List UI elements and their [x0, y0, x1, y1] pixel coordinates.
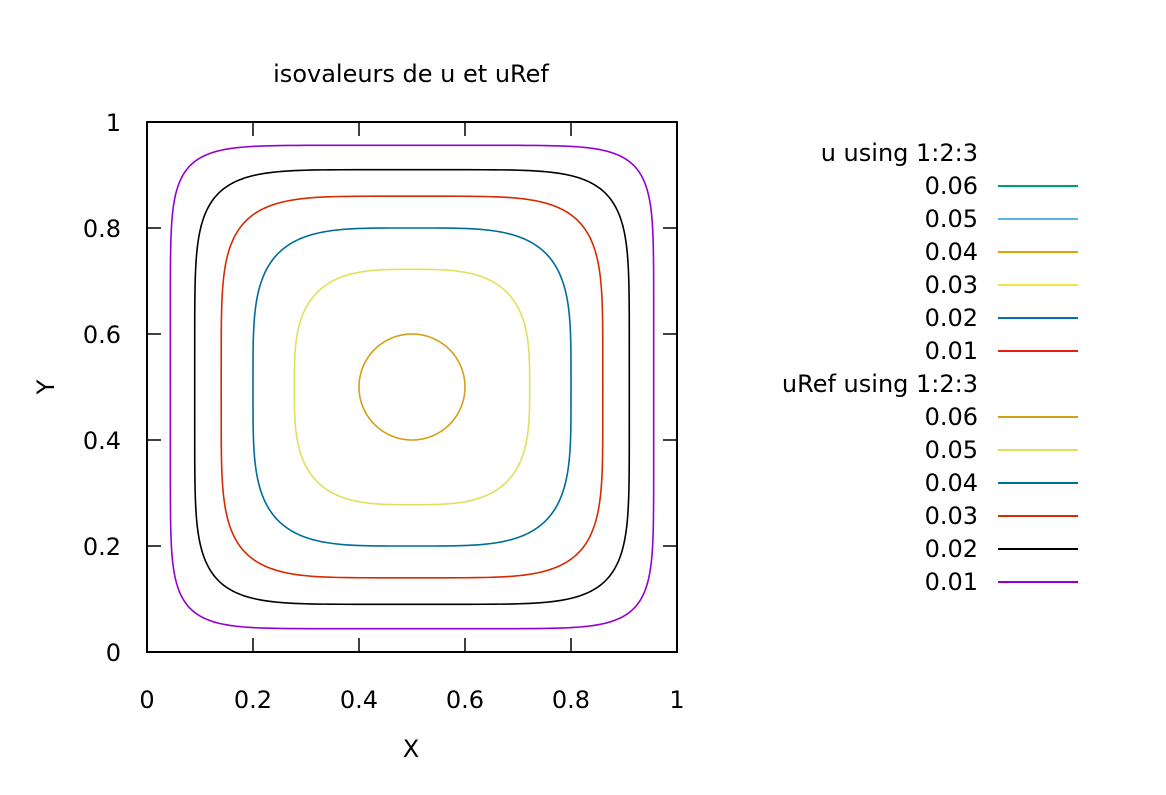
y-tick-label: 0.4 [83, 427, 121, 455]
x-tick-label: 1 [669, 686, 684, 714]
legend-level-label: 0.01 [925, 568, 978, 596]
legend-level-label: 0.03 [925, 271, 978, 299]
legend-series-title: uRef using 1:2:3 [782, 370, 978, 398]
legend-level-label: 0.05 [925, 205, 978, 233]
x-tick-label: 0.4 [340, 686, 378, 714]
y-tick-label: 0.2 [83, 533, 121, 561]
plot-border [146, 121, 678, 653]
legend-level-label: 0.01 [925, 337, 978, 365]
chart-title: isovaleurs de u et uRef [273, 60, 549, 88]
legend-level-label: 0.05 [925, 436, 978, 464]
contour-level-0.04 [252, 227, 572, 547]
contour-level-0.03 [220, 195, 604, 579]
y-axis-label: Y [32, 379, 60, 395]
y-tick-label: 0.6 [83, 321, 121, 349]
x-axis-label: X [403, 735, 419, 763]
axis-ticks: 0 0.2 0.4 0.6 0.8 1 0 0.2 0.4 0.6 0.8 1 [83, 109, 685, 714]
contour-level-0.05 [293, 268, 531, 506]
x-tick-label: 0.8 [552, 686, 590, 714]
legend-level-label: 0.03 [925, 502, 978, 530]
legend-level-label: 0.04 [925, 469, 978, 497]
contour-level-0.02 [193, 168, 631, 606]
legend-series-title: u using 1:2:3 [821, 139, 978, 167]
legend-level-label: 0.02 [925, 304, 978, 332]
legend-level-label: 0.06 [925, 403, 978, 431]
legend-level-label: 0.02 [925, 535, 978, 563]
legend-level-label: 0.04 [925, 238, 978, 266]
contour-level-0.06 [358, 333, 466, 441]
y-tick-label: 0.8 [83, 215, 121, 243]
x-tick-label: 0.2 [234, 686, 272, 714]
contour-lines [169, 144, 655, 630]
legend-level-label: 0.06 [925, 172, 978, 200]
x-tick-label: 0.6 [446, 686, 484, 714]
contour-level-0.01 [169, 144, 655, 630]
legend: u using 1:2:3 0.06 0.05 0.04 0.03 0.02 0.01 uRe… [782, 139, 1078, 596]
y-tick-label: 0 [106, 639, 121, 667]
x-tick-label: 0 [139, 686, 154, 714]
y-tick-label: 1 [106, 109, 121, 137]
